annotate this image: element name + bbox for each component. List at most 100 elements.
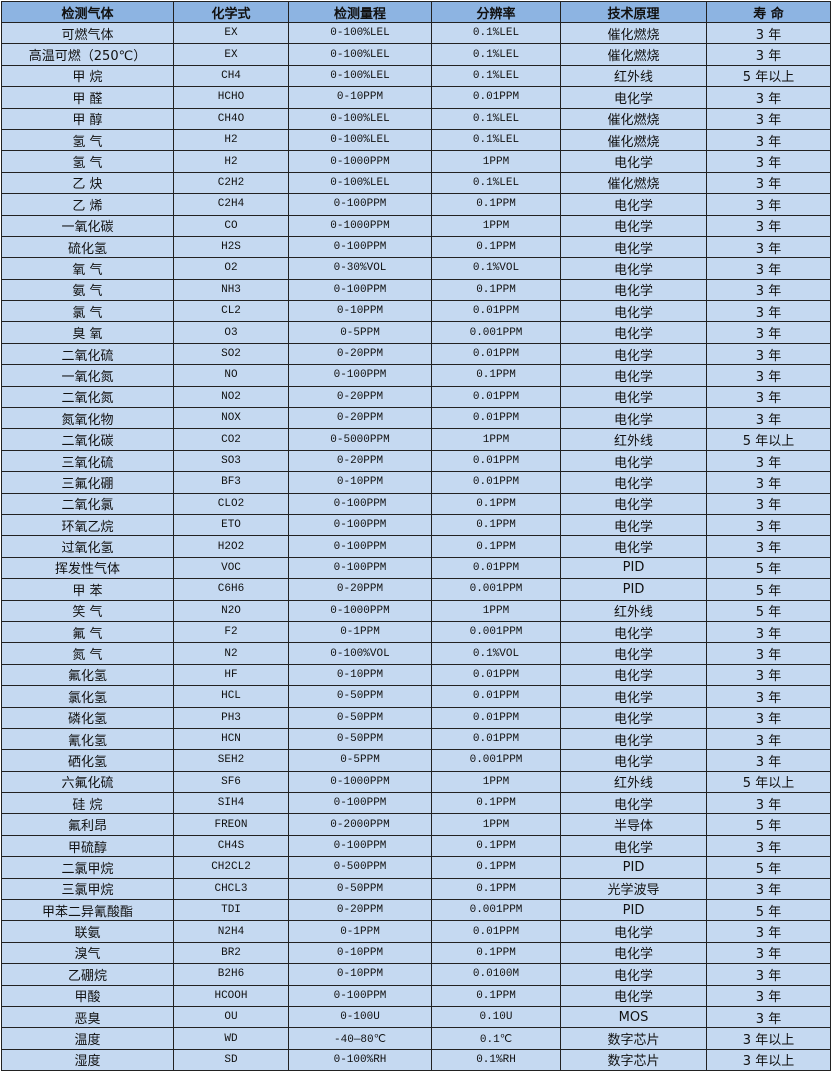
resolution-cell: 0.01PPM bbox=[431, 706, 561, 729]
table-row: 氢 气 H2 0-1000PPM 1PPM 电化学 3 年 bbox=[1, 150, 831, 173]
principle-cell: 电化学 bbox=[560, 535, 707, 558]
principle-cell: 电化学 bbox=[560, 449, 707, 473]
gas-cell: 三氧化硫 bbox=[1, 449, 174, 473]
formula-cell: VOC bbox=[173, 556, 289, 580]
formula-cell: BF3 bbox=[173, 471, 289, 494]
resolution-cell: 0.1PPM bbox=[431, 856, 561, 879]
lifespan-cell: 3 年 bbox=[706, 342, 831, 366]
resolution-cell: 0.1PPM bbox=[431, 535, 561, 558]
gas-cell: 甲 醛 bbox=[1, 86, 174, 109]
principle-cell: 电化学 bbox=[560, 492, 707, 515]
resolution-cell: 0.01PPM bbox=[431, 727, 561, 751]
resolution-cell: 0.01PPM bbox=[431, 342, 561, 366]
resolution-cell: 0.01PPM bbox=[431, 663, 561, 687]
table-row: 二氧化硫 SO2 0-20PPM 0.01PPM 电化学 3 年 bbox=[1, 342, 831, 366]
gas-cell: 乙 烯 bbox=[1, 193, 174, 216]
range-cell: 0-10PPM bbox=[288, 963, 432, 986]
resolution-cell: 0.1%LEL bbox=[431, 128, 561, 152]
resolution-cell: 0.01PPM bbox=[431, 471, 561, 494]
table-row: 一氧化氮 NO 0-100PPM 0.1PPM 电化学 3 年 bbox=[1, 364, 831, 387]
gas-cell: 二氧化氮 bbox=[1, 385, 174, 409]
range-cell: 0-50PPM bbox=[288, 706, 432, 729]
range-cell: 0-100PPM bbox=[288, 193, 432, 216]
range-cell: 0-10PPM bbox=[288, 941, 432, 965]
table-row: 六氟化硫 SF6 0-1000PPM 1PPM 红外线 5 年以上 bbox=[1, 770, 831, 794]
table-row: 氰化氢 HCN 0-50PPM 0.01PPM 电化学 3 年 bbox=[1, 727, 831, 751]
table-row: 氨 气 NH3 0-100PPM 0.1PPM 电化学 3 年 bbox=[1, 278, 831, 302]
resolution-cell: 0.1%VOL bbox=[431, 642, 561, 665]
principle-cell: 电化学 bbox=[560, 235, 707, 259]
resolution-cell: 0.0100M bbox=[431, 963, 561, 986]
gas-cell: 可燃气体 bbox=[1, 21, 174, 45]
gas-cell: 六氟化硫 bbox=[1, 770, 174, 794]
range-cell: 0-20PPM bbox=[288, 578, 432, 601]
principle-cell: 电化学 bbox=[560, 407, 707, 430]
principle-cell: 电化学 bbox=[560, 663, 707, 687]
resolution-cell: 0.001PPM bbox=[431, 578, 561, 601]
lifespan-cell: 3 年 bbox=[706, 300, 831, 323]
table-row: 氮 气 N2 0-100%VOL 0.1%VOL 电化学 3 年 bbox=[1, 642, 831, 665]
formula-cell: CH4S bbox=[173, 834, 289, 858]
formula-cell: N2 bbox=[173, 642, 289, 665]
lifespan-cell: 3 年 bbox=[706, 877, 831, 901]
table-row: 恶臭 OU 0-100U 0.10U MOS 3 年 bbox=[1, 1005, 831, 1029]
principle-cell: 电化学 bbox=[560, 321, 707, 344]
lifespan-cell: 5 年以上 bbox=[706, 428, 831, 451]
range-cell: 0-1000PPM bbox=[288, 150, 432, 173]
range-cell: 0-100%LEL bbox=[288, 171, 432, 195]
principle-cell: 电化学 bbox=[560, 620, 707, 644]
resolution-cell: 0.01PPM bbox=[431, 920, 561, 943]
principle-cell: 电化学 bbox=[560, 834, 707, 858]
range-cell: 0-100PPM bbox=[288, 556, 432, 580]
gas-cell: 恶臭 bbox=[1, 1005, 174, 1029]
header-resolution: 分辨率 bbox=[431, 1, 561, 23]
range-cell: 0-20PPM bbox=[288, 385, 432, 409]
resolution-cell: 0.1%VOL bbox=[431, 257, 561, 280]
gas-cell: 臭 氧 bbox=[1, 321, 174, 344]
range-cell: 0-100PPM bbox=[288, 834, 432, 858]
formula-cell: HCN bbox=[173, 727, 289, 751]
principle-cell: 数字芯片 bbox=[560, 1027, 707, 1050]
range-cell: 0-30%VOL bbox=[288, 257, 432, 280]
principle-cell: 电化学 bbox=[560, 214, 707, 237]
lifespan-cell: 3 年 bbox=[706, 685, 831, 708]
formula-cell: NO bbox=[173, 364, 289, 387]
lifespan-cell: 3 年 bbox=[706, 663, 831, 687]
lifespan-cell: 3 年 bbox=[706, 86, 831, 109]
resolution-cell: 1PPM bbox=[431, 150, 561, 173]
resolution-cell: 0.1%LEL bbox=[431, 21, 561, 45]
lifespan-cell: 5 年 bbox=[706, 599, 831, 622]
formula-cell: PH3 bbox=[173, 706, 289, 729]
gas-cell: 氟 气 bbox=[1, 620, 174, 644]
range-cell: 0-100PPM bbox=[288, 513, 432, 537]
principle-cell: 电化学 bbox=[560, 749, 707, 772]
table-row: 二氧化碳 CO2 0-5000PPM 1PPM 红外线 5 年以上 bbox=[1, 428, 831, 451]
resolution-cell: 0.1%RH bbox=[431, 1048, 561, 1072]
principle-cell: 电化学 bbox=[560, 963, 707, 986]
formula-cell: N2H4 bbox=[173, 920, 289, 943]
header-principle: 技术原理 bbox=[560, 1, 707, 23]
table-row: 氢 气 H2 0-100%LEL 0.1%LEL 催化燃烧 3 年 bbox=[1, 128, 831, 152]
lifespan-cell: 3 年 bbox=[706, 471, 831, 494]
formula-cell: F2 bbox=[173, 620, 289, 644]
principle-cell: 催化燃烧 bbox=[560, 171, 707, 195]
range-cell: 0-100PPM bbox=[288, 984, 432, 1007]
formula-cell: SIH4 bbox=[173, 792, 289, 815]
lifespan-cell: 5 年 bbox=[706, 856, 831, 879]
range-cell: 0-100PPM bbox=[288, 364, 432, 387]
resolution-cell: 0.1%LEL bbox=[431, 171, 561, 195]
lifespan-cell: 3 年 bbox=[706, 706, 831, 729]
formula-cell: O3 bbox=[173, 321, 289, 344]
principle-cell: 半导体 bbox=[560, 813, 707, 836]
gas-cell: 联氨 bbox=[1, 920, 174, 943]
formula-cell: BR2 bbox=[173, 941, 289, 965]
range-cell: 0-10PPM bbox=[288, 663, 432, 687]
gas-cell: 溴气 bbox=[1, 941, 174, 965]
lifespan-cell: 3 年 bbox=[706, 214, 831, 237]
range-cell: 0-10PPM bbox=[288, 471, 432, 494]
table-row: 甲 醇 CH4O 0-100%LEL 0.1%LEL 催化燃烧 3 年 bbox=[1, 107, 831, 130]
lifespan-cell: 3 年 bbox=[706, 1005, 831, 1029]
resolution-cell: 0.1PPM bbox=[431, 941, 561, 965]
lifespan-cell: 3 年 bbox=[706, 107, 831, 130]
